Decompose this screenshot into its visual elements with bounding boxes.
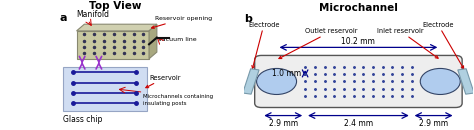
Polygon shape — [76, 24, 157, 31]
Text: Glass chip: Glass chip — [63, 115, 102, 124]
Text: Electrode: Electrode — [423, 22, 464, 69]
Text: Top View: Top View — [89, 1, 142, 11]
Polygon shape — [63, 67, 147, 111]
Polygon shape — [458, 69, 474, 94]
Text: b: b — [244, 14, 252, 24]
Text: Electrode: Electrode — [248, 22, 280, 68]
Circle shape — [256, 69, 297, 95]
FancyBboxPatch shape — [255, 55, 462, 108]
Text: Outlet reservoir: Outlet reservoir — [279, 28, 357, 58]
Polygon shape — [243, 69, 259, 94]
Polygon shape — [76, 31, 149, 59]
Text: Microchannel: Microchannel — [319, 3, 398, 13]
Text: 1.0 mm: 1.0 mm — [272, 69, 301, 78]
Text: a: a — [60, 13, 67, 23]
Text: 10.2 mm: 10.2 mm — [341, 37, 375, 45]
Text: 2.4 mm: 2.4 mm — [344, 119, 373, 128]
Text: Vacuum line: Vacuum line — [158, 37, 197, 42]
Text: Manifold: Manifold — [76, 10, 109, 19]
Text: Reservoir: Reservoir — [146, 75, 181, 88]
Circle shape — [420, 69, 460, 95]
Text: 2.9 mm: 2.9 mm — [419, 119, 448, 128]
Polygon shape — [149, 24, 157, 59]
Text: Microchannels containing
insulating posts: Microchannels containing insulating post… — [144, 95, 214, 106]
Text: Reservoir opening: Reservoir opening — [152, 16, 212, 28]
Text: 2.9 mm: 2.9 mm — [269, 119, 298, 128]
Text: Inlet reservoir: Inlet reservoir — [377, 28, 438, 58]
